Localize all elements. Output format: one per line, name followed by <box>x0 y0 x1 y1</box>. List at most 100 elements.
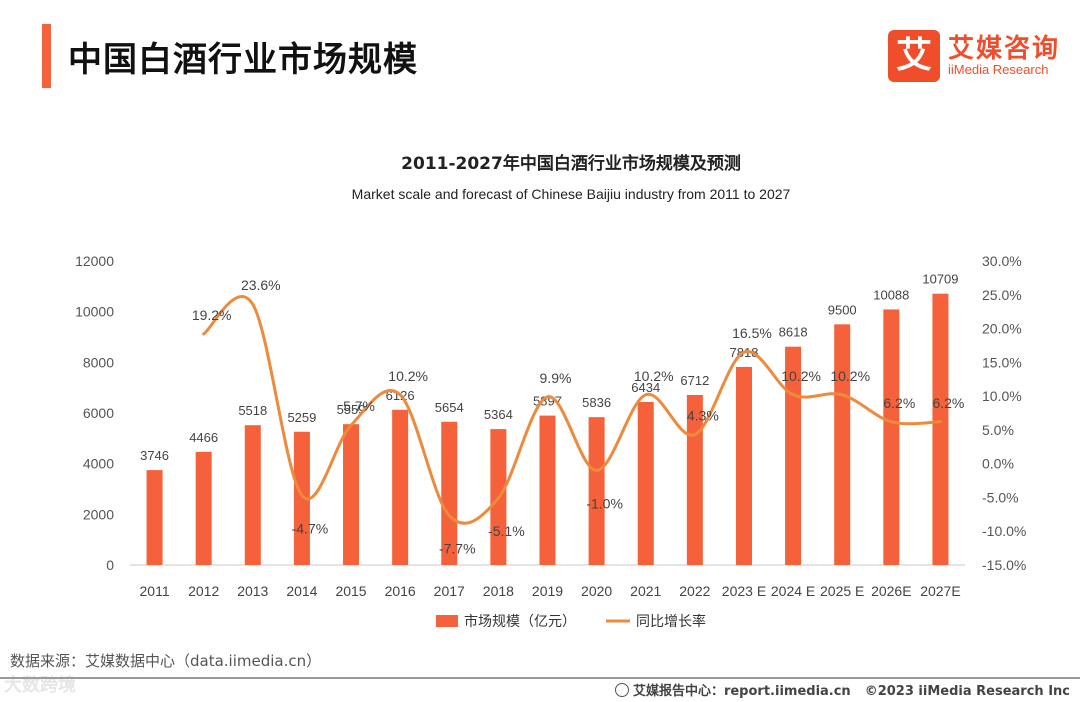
growth-rate-label: 4.3% <box>687 408 719 424</box>
bar-value-label: 9500 <box>828 302 857 317</box>
bar <box>293 431 310 565</box>
market-scale-chart: 2011-2027年中国白酒行业市场规模及预测 Market scale and … <box>75 153 1026 630</box>
x-axis-tick-label: 2020 <box>581 583 612 599</box>
chart-title: 2011-2027年中国白酒行业市场规模及预测 <box>401 153 741 174</box>
x-axis-tick-label: 2025 E <box>820 583 864 599</box>
x-axis-tick-label: 2018 <box>483 583 514 599</box>
logo-mark-icon: 艾 <box>888 30 940 82</box>
bar <box>834 324 851 565</box>
footer-copyright: ©2023 iiMedia Research Inc <box>864 684 1070 699</box>
bar-value-label: 5654 <box>435 400 464 415</box>
legend-bar-swatch <box>436 615 458 627</box>
right-axis-tick-label: 10.0% <box>982 388 1022 404</box>
bar <box>686 394 703 565</box>
growth-rate-label: -4.7% <box>292 520 329 536</box>
bar-value-label: 4466 <box>189 430 218 445</box>
growth-rate-label: -1.0% <box>586 495 623 511</box>
bar-value-label: 5518 <box>238 403 267 418</box>
right-axis-tick-label: 5.0% <box>982 422 1014 438</box>
x-axis-tick-label: 2021 <box>630 583 661 599</box>
footer-divider <box>0 677 1080 679</box>
left-axis-tick-label: 4000 <box>83 456 114 472</box>
bar <box>932 293 949 565</box>
bar <box>637 402 654 565</box>
x-axis-tick-label: 2016 <box>385 583 416 599</box>
bar-value-label: 5364 <box>484 407 513 422</box>
growth-rate-label: 6.2% <box>883 395 915 411</box>
x-axis-tick-label: 2019 <box>532 583 563 599</box>
x-axis-tick-label: 2012 <box>188 583 219 599</box>
left-axis-tick-label: 10000 <box>75 304 114 320</box>
bar-value-label: 5836 <box>582 395 611 410</box>
footer-report: 艾媒报告中心：report.iimedia.cn <box>632 684 851 699</box>
legend-line-label: 同比增长率 <box>636 613 706 630</box>
bar <box>244 425 261 565</box>
chart-subtitle: Market scale and forecast of Chinese Bai… <box>352 186 791 202</box>
bar-value-label: 6434 <box>631 380 660 395</box>
growth-rate-line <box>202 295 942 525</box>
right-axis-tick-label: -15.0% <box>982 557 1026 573</box>
bar-value-label: 8618 <box>779 325 808 340</box>
bar-value-label: 3746 <box>140 448 169 463</box>
left-axis-tick-label: 6000 <box>83 405 114 421</box>
right-axis-tick-label: 30.0% <box>982 253 1022 269</box>
bar <box>539 415 556 565</box>
growth-rate-label: 16.5% <box>732 325 772 341</box>
footer: 艾媒报告中心：report.iimedia.cn ©2023 iiMedia Re… <box>614 680 1070 699</box>
right-axis-tick-label: -5.0% <box>982 489 1019 505</box>
title-accent-bar <box>42 24 51 88</box>
bar-value-label: 10709 <box>922 272 958 287</box>
x-axis-tick-label: 2024 E <box>771 583 815 599</box>
x-axis-tick-label: 2013 <box>237 583 268 599</box>
growth-rate-label: 9.9% <box>540 370 572 386</box>
bar <box>883 309 900 565</box>
right-axis-tick-label: 0.0% <box>982 456 1014 472</box>
right-axis-tick-label: 25.0% <box>982 287 1022 303</box>
right-axis-tick-label: 15.0% <box>982 354 1022 370</box>
growth-rate-label: 5.7% <box>343 398 375 414</box>
bar <box>441 421 458 565</box>
x-axis-tick-label: 2015 <box>335 583 366 599</box>
growth-rate-label: 10.2% <box>830 368 870 384</box>
bar-value-label: 5559 <box>337 402 366 417</box>
bar <box>735 366 752 565</box>
growth-rate-label: 23.6% <box>241 277 281 293</box>
x-axis-tick-label: 2014 <box>286 583 317 599</box>
bar <box>146 470 163 565</box>
globe-icon <box>614 683 629 697</box>
x-axis-tick-label: 2022 <box>679 583 710 599</box>
bar <box>343 424 360 565</box>
bar <box>195 451 212 565</box>
left-axis-tick-label: 2000 <box>83 506 114 522</box>
page-title: 中国白酒行业市场规模 <box>68 40 418 80</box>
x-axis-tick-label: 2027E <box>920 583 960 599</box>
legend-bar-label: 市场规模（亿元） <box>464 613 576 630</box>
x-axis-tick-label: 2011 <box>140 583 170 599</box>
x-axis-tick-label: 2026E <box>871 583 911 599</box>
logo-en-text: iiMedia Research <box>948 62 1049 77</box>
logo-cn-text: 艾媒咨询 <box>948 34 1061 64</box>
left-axis-tick-label: 0 <box>106 557 114 573</box>
bar <box>785 346 802 565</box>
iimedia-logo: 艾 艾媒咨询 iiMedia Research <box>888 28 1064 84</box>
data-source: 数据来源：艾媒数据中心（data.iimedia.cn） <box>10 652 322 670</box>
bar-value-label: 5259 <box>287 410 316 425</box>
bar <box>392 409 409 565</box>
bar-value-label: 10088 <box>873 287 909 302</box>
growth-rate-label: 6.2% <box>932 395 964 411</box>
right-axis-tick-label: 20.0% <box>982 321 1022 337</box>
growth-rate-label: -7.7% <box>439 541 476 557</box>
growth-rate-label: 19.2% <box>192 307 232 323</box>
right-axis-tick-label: -10.0% <box>982 523 1026 539</box>
growth-rate-label: 10.2% <box>388 368 428 384</box>
left-axis-tick-label: 12000 <box>75 253 114 269</box>
growth-rate-label: 10.2% <box>781 368 821 384</box>
growth-rate-label: 10.2% <box>634 368 674 384</box>
left-axis-tick-label: 8000 <box>83 354 114 370</box>
growth-rate-label: -5.1% <box>488 523 525 539</box>
bar <box>588 417 605 565</box>
bar-value-label: 6712 <box>680 373 709 388</box>
watermark: 大数跨境 <box>4 675 76 696</box>
x-axis-tick-label: 2017 <box>434 583 465 599</box>
x-axis-tick-label: 2023 E <box>722 583 766 599</box>
